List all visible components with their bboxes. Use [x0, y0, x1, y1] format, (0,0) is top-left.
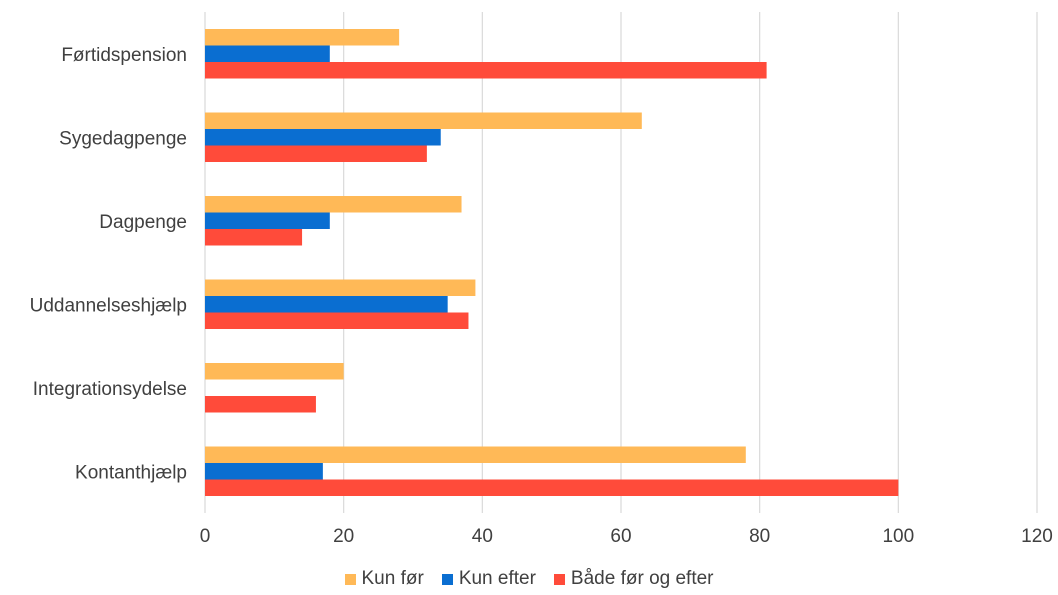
legend-item-kun-efter: Kun efter [442, 568, 536, 590]
legend-swatch-baade-foer-og-efter [554, 574, 565, 585]
legend-item-baade-foer-og-efter: Både før og efter [554, 568, 714, 590]
bar-integrationsydelse-series-2 [205, 396, 316, 413]
legend-label-kun-foer: Kun før [362, 568, 424, 590]
x-tick-label-60: 60 [610, 526, 631, 547]
legend: Kun før Kun efter Både før og efter [0, 566, 1058, 592]
x-tick-label-0: 0 [200, 526, 211, 547]
bar-dagpenge-series-2 [205, 229, 302, 246]
y-category-label-kontanthj-lp: Kontanthjælp [75, 462, 187, 483]
bar-sygedagpenge-series-1 [205, 129, 441, 146]
bar-f-rtidspension-series-0 [205, 29, 399, 46]
y-category-label-sygedagpenge: Sygedagpenge [59, 128, 187, 149]
legend-label-baade-foer-og-efter: Både før og efter [571, 568, 714, 590]
x-tick-label-80: 80 [749, 526, 770, 547]
bar-kontanthj-lp-series-0 [205, 447, 746, 464]
bar-sygedagpenge-series-2 [205, 146, 427, 163]
bar-kontanthj-lp-series-2 [205, 480, 898, 497]
legend-label-kun-efter: Kun efter [459, 568, 536, 590]
y-category-label-f-rtidspension: Førtidspension [61, 45, 187, 66]
legend-swatch-kun-efter [442, 574, 453, 585]
bar-integrationsydelse-series-0 [205, 363, 344, 380]
x-tick-label-40: 40 [472, 526, 493, 547]
bar-chart: 0 20 40 60 80 100 120 Førtidspension Sygedagpeng… [0, 0, 1058, 560]
bar-kontanthj-lp-series-1 [205, 463, 323, 480]
y-category-label-uddannelseshj-lp: Uddannelseshjælp [30, 295, 187, 316]
bar-f-rtidspension-series-1 [205, 46, 330, 63]
bar-uddannelseshj-lp-series-2 [205, 313, 468, 330]
y-category-label-dagpenge: Dagpenge [99, 212, 187, 233]
bar-sygedagpenge-series-0 [205, 113, 642, 130]
y-category-label-integrationsydelse: Integrationsydelse [33, 379, 187, 400]
legend-item-kun-foer: Kun før [345, 568, 424, 590]
bar-uddannelseshj-lp-series-0 [205, 280, 475, 297]
bar-dagpenge-series-1 [205, 213, 330, 230]
x-tick-label-100: 100 [882, 526, 914, 547]
x-tick-label-120: 120 [1021, 526, 1053, 547]
bar-f-rtidspension-series-2 [205, 62, 767, 79]
bar-uddannelseshj-lp-series-1 [205, 296, 448, 313]
bar-dagpenge-series-0 [205, 196, 462, 213]
x-tick-label-20: 20 [333, 526, 354, 547]
legend-swatch-kun-foer [345, 574, 356, 585]
